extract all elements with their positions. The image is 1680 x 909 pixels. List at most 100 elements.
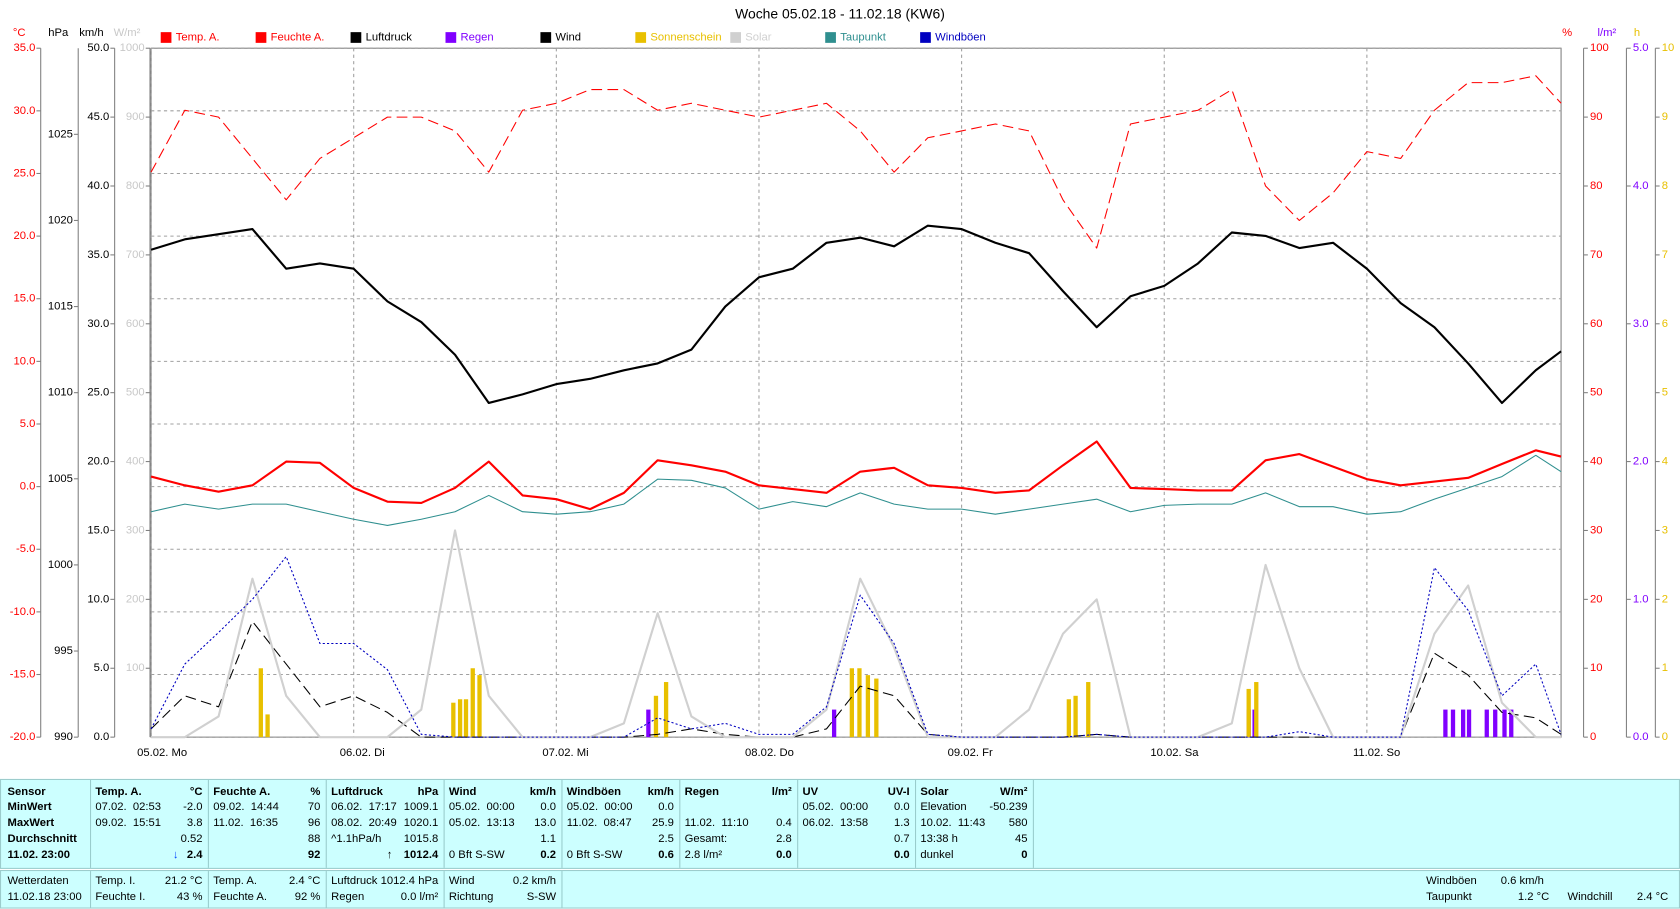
table-cell: 11.02. 23:00 (7, 848, 71, 862)
separator (443, 780, 445, 868)
separator (90, 780, 92, 868)
bar (265, 714, 270, 738)
table-cell: 1012.4 (403, 848, 439, 862)
separator (207, 780, 209, 868)
table-cell: Feuchte A. (213, 785, 271, 799)
table-cell: 88 (307, 832, 321, 846)
table-cell: 0 Bft S-SW (448, 848, 505, 862)
y-tick-label: 0.0 (1633, 731, 1649, 743)
table-cell: Temp. A. (213, 874, 257, 888)
table-cell: 1020.1 (403, 816, 439, 830)
y-tick-label: 1 (1662, 662, 1668, 674)
table-cell: 25.9 (652, 816, 674, 830)
bar (857, 668, 862, 738)
table-cell: 05.02. 13:13 (448, 816, 515, 830)
table-cell: 06.02. 13:58 (802, 816, 869, 830)
axis-title: % (1562, 27, 1572, 39)
y-tick-label: 4.0 (1633, 180, 1649, 192)
table-cell: 05.02. 00:00 (566, 800, 633, 814)
y-tick-label: 800 (126, 180, 145, 192)
y-tick-label: 60 (1590, 318, 1603, 330)
table-cell: 0.0 l/m² (400, 890, 439, 904)
table-cell: 0 (1021, 848, 1028, 862)
y-tick-label: 7 (1662, 249, 1668, 261)
y-tick-label: 400 (126, 456, 145, 468)
table-cell: 1015.8 (403, 832, 439, 846)
y-tick-label: 10 (1662, 42, 1675, 54)
table-cell: Windchill (1567, 890, 1613, 904)
y-tick-label: 700 (126, 249, 145, 261)
series-line (150, 440, 1562, 511)
axis-title: °C (13, 27, 26, 39)
table-cell: Gesamt: (684, 832, 728, 846)
y-tick-label: 600 (126, 318, 145, 330)
bar (1509, 709, 1514, 738)
y-tick-label: 50 (1590, 387, 1603, 399)
y-tick-label: 900 (126, 111, 145, 123)
bar (1466, 709, 1472, 738)
table-cell: Wind (448, 874, 475, 888)
y-tick-label: 20 (1590, 593, 1603, 605)
y-tick-label: 3 (1662, 524, 1668, 536)
y-tick-label: 40.0 (87, 180, 109, 192)
table-cell: 0.0 (893, 800, 910, 814)
table-cell: % (310, 785, 321, 799)
y-tick-label: 9 (1662, 111, 1668, 123)
table-cell: 580 (1008, 816, 1028, 830)
table-cell: 1.3 (893, 816, 910, 830)
y-tick-label: -10.0 (10, 606, 36, 618)
table-cell: 1.1 (540, 832, 557, 846)
separator (679, 780, 681, 868)
table-cell: MaxWert (7, 816, 55, 830)
table-cell: 1.2 °C (1517, 890, 1550, 904)
y-tick-label: 90 (1590, 111, 1603, 123)
legend-label: Regen (461, 31, 494, 43)
separator (915, 780, 917, 868)
y-tick-label: 5.0 (20, 418, 36, 430)
table-cell: 05.02. 00:00 (802, 800, 869, 814)
table-cell: 11.02. 16:35 (213, 816, 279, 830)
y-tick-label: 30.0 (13, 105, 35, 117)
y-tick-label: 1000 (120, 42, 145, 54)
y-tick-label: 1.0 (1633, 593, 1649, 605)
bar (831, 709, 837, 738)
bar (1073, 695, 1078, 738)
table-cell: W/m² (999, 785, 1028, 799)
x-tick-label: 09.02. Fr (948, 747, 993, 759)
stats-table: Sensor MinWert MaxWert Durchschnitt 11.02. 2… (0, 778, 1680, 869)
legend-swatch (635, 32, 647, 43)
table-cell: Windböen (566, 785, 622, 799)
y-tick-label: 6 (1662, 318, 1668, 330)
table-cell: 11.02.18 23:00 (7, 890, 82, 904)
bar (1246, 688, 1251, 738)
bar (451, 702, 456, 738)
table-cell: 05.02. 00:00 (448, 800, 515, 814)
y-tick-label: 100 (1590, 42, 1609, 54)
y-tick-label: 1000 (48, 559, 73, 571)
bar (463, 699, 469, 738)
y-tick-label: 990 (54, 731, 73, 743)
series-line (150, 75, 1562, 249)
table-cell: 2.8 l/m² (684, 848, 723, 862)
table-cell: -2.0 (183, 800, 203, 814)
table-cell: UV-I (887, 785, 910, 799)
table-cell: Elevation (920, 800, 967, 814)
table-cell: 08.02. 20:49 (331, 816, 397, 830)
y-tick-label: -5.0 (16, 543, 35, 555)
legend-swatch (540, 32, 552, 43)
table-cell: Regen (331, 890, 365, 904)
table-cell: 11.02. 08:47 (566, 816, 632, 830)
y-tick-label: 1025 (48, 128, 73, 140)
y-tick-label: 15.0 (87, 524, 109, 536)
table-cell: 0 Bft S-SW (566, 848, 623, 862)
separator (561, 871, 563, 908)
y-tick-label: 35.0 (87, 249, 109, 261)
y-tick-label: 500 (126, 387, 145, 399)
x-tick-label: 07.02. Mi (542, 747, 588, 759)
y-tick-label: 15.0 (13, 293, 35, 305)
bar (1460, 709, 1466, 738)
y-tick-label: 2 (1662, 593, 1668, 605)
table-cell: hPa (417, 785, 439, 799)
table-cell: 3.8 (186, 816, 203, 830)
